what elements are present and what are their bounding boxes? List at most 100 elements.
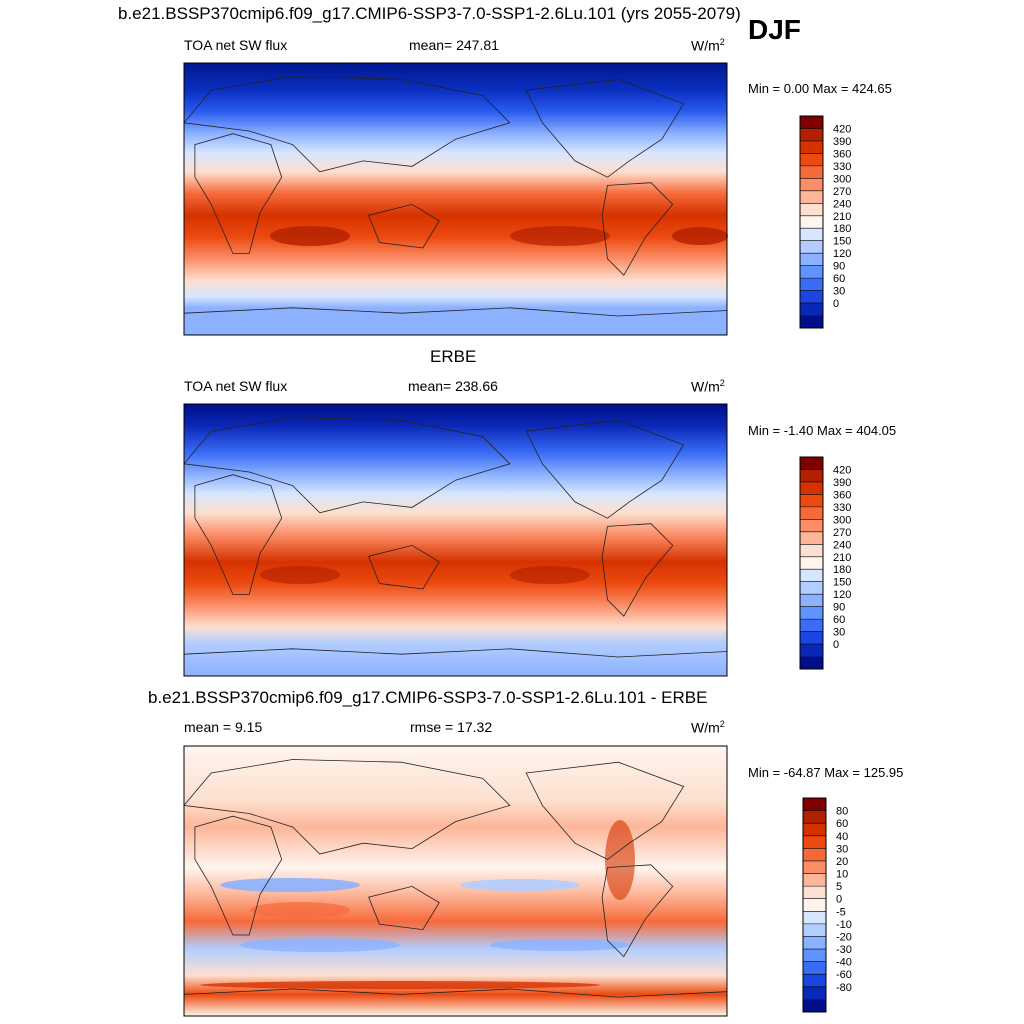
colorbar-box <box>800 128 823 142</box>
panel1-minmax: Min = 0.00 Max = 424.65 <box>748 81 892 96</box>
colorbar-box <box>800 656 823 670</box>
colorbar-tick-label: 420 <box>833 123 851 135</box>
coastline <box>601 182 674 276</box>
panel2-map <box>183 403 728 677</box>
colorbar-box <box>800 165 823 179</box>
coastline <box>525 419 685 519</box>
colorbar-box <box>803 923 826 937</box>
colorbar-box <box>800 619 823 632</box>
colorbar-box <box>803 835 826 849</box>
panel1-mean-label: mean= 247.81 <box>409 37 499 53</box>
colorbar-box <box>800 265 823 279</box>
colorbar-tick-label: 0 <box>833 298 839 310</box>
colorbar-box <box>800 290 823 304</box>
colorbar-box <box>800 228 823 242</box>
panel2-mean-label: mean= 238.66 <box>408 378 498 394</box>
panel3-units: W/m2 <box>691 719 725 736</box>
colorbar-tick-label: 120 <box>833 248 851 260</box>
panel2-minmax: Min = -1.40 Max = 404.05 <box>748 423 897 438</box>
colorbar-box <box>803 911 826 925</box>
coastline <box>183 648 728 658</box>
colorbar-box <box>800 178 823 192</box>
colorbar-outline <box>799 115 824 329</box>
panel3-minmax: Min = -64.87 Max = 125.95 <box>748 765 904 780</box>
colorbar-tick-label: 150 <box>833 577 851 589</box>
colorbar-box <box>800 303 823 316</box>
colorbar-tick-label: 180 <box>833 223 851 235</box>
colorbar-box <box>800 215 823 229</box>
colorbar-box <box>800 190 823 204</box>
colorbar-tick-label: 30 <box>833 627 845 639</box>
colorbar-tick-label: 30 <box>836 843 848 855</box>
colorbar-box <box>800 457 823 470</box>
coastline <box>183 417 511 514</box>
season-label: DJF <box>748 14 801 45</box>
colorbar-tick-label: 330 <box>833 161 851 173</box>
colorbar-box <box>800 153 823 167</box>
panel3-rmse-label: rmse = 17.32 <box>410 719 493 735</box>
colorbar-tick-label: 5 <box>836 881 842 893</box>
colorbar-box <box>800 581 823 595</box>
colorbar-tick-label: 90 <box>833 261 845 273</box>
coastline <box>601 523 674 617</box>
colorbar-tick-label: 210 <box>833 552 851 564</box>
panel2-left-label: TOA net SW flux <box>184 378 288 394</box>
colorbar-box <box>803 949 826 963</box>
colorbar-tick-label: 390 <box>833 477 851 489</box>
panel1-left-label: TOA net SW flux <box>184 37 288 53</box>
colorbar-box <box>800 140 823 154</box>
colorbar-tick-label: -20 <box>836 931 852 943</box>
colorbar-tick-label: 300 <box>833 173 851 185</box>
panel2-title: ERBE <box>430 347 477 366</box>
figure-title: b.e21.BSSP370cmip6.f09_g17.CMIP6-SSP3-7.… <box>118 4 741 23</box>
panel1-map <box>183 62 728 336</box>
colorbar-box <box>803 936 826 950</box>
colorbar-tick-label: 90 <box>833 602 845 614</box>
colorbar-box <box>803 860 826 874</box>
colorbar-tick-label: 60 <box>833 273 845 285</box>
colorbar-box <box>800 315 823 329</box>
coastline <box>525 761 685 860</box>
panel3-title: b.e21.BSSP370cmip6.f09_g17.CMIP6-SSP3-7.… <box>148 688 708 707</box>
coastline <box>183 759 511 855</box>
colorbar-box <box>803 961 826 975</box>
colorbar-tick-label: 270 <box>833 527 851 539</box>
colorbar-box <box>803 823 826 837</box>
colorbar-tick-label: -30 <box>836 944 852 956</box>
colorbar-tick-label: -80 <box>836 982 852 994</box>
colorbar-box <box>803 848 826 862</box>
colorbar-tick-label: 60 <box>836 818 848 830</box>
colorbar-tick-label: 420 <box>833 464 851 476</box>
colorbar-box <box>800 519 823 533</box>
colorbar-box <box>800 481 823 495</box>
colorbar-tick-label: -40 <box>836 957 852 969</box>
coastline <box>368 203 440 249</box>
panel3-mean-label: mean = 9.15 <box>184 719 263 735</box>
colorbar-box <box>800 644 823 657</box>
coastline <box>183 307 728 317</box>
colorbar-box <box>800 556 823 570</box>
colorbar-box <box>800 116 823 129</box>
colorbar-box <box>803 810 826 824</box>
colorbar-box <box>800 278 823 291</box>
colorbar-box <box>803 886 826 900</box>
colorbar-outline <box>802 797 827 1013</box>
colorbar-tick-label: 40 <box>836 831 848 843</box>
colorbar-box <box>800 569 823 583</box>
colorbar-tick-label: 330 <box>833 502 851 514</box>
colorbar-box <box>803 999 826 1013</box>
colorbar-box <box>803 898 826 912</box>
colorbar-box <box>800 469 823 483</box>
colorbar-tick-label: -5 <box>836 906 846 918</box>
colorbar-outline <box>799 456 824 670</box>
colorbar-box <box>800 606 823 620</box>
colorbar-tick-label: 180 <box>833 564 851 576</box>
colorbar-tick-label: -60 <box>836 969 852 981</box>
colorbar-box <box>800 240 823 254</box>
colorbar-tick-label: 30 <box>833 286 845 298</box>
colorbar-box <box>803 873 826 887</box>
coastline <box>194 815 283 936</box>
colorbar-tick-label: 0 <box>833 639 839 651</box>
